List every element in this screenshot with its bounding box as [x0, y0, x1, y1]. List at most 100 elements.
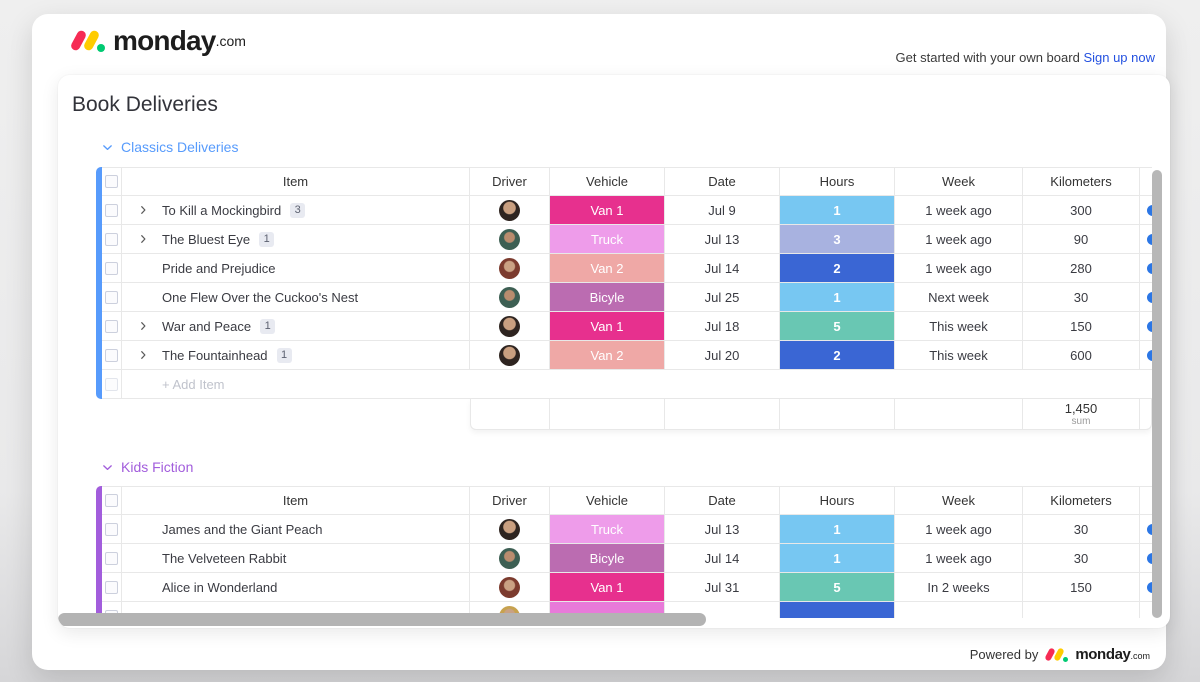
vehicle-cell[interactable]: Truck: [550, 515, 665, 543]
row-checkbox[interactable]: [105, 203, 118, 217]
row-checkbox[interactable]: [105, 290, 118, 304]
week-cell[interactable]: This week: [895, 341, 1023, 369]
select-all-checkbox[interactable]: [105, 175, 118, 188]
kilometers-cell[interactable]: [1023, 602, 1140, 618]
hours-cell[interactable]: 2: [780, 341, 895, 369]
date-cell[interactable]: Jul 25: [665, 283, 780, 311]
expand-chevron-icon[interactable]: [138, 321, 162, 331]
group-header-classics[interactable]: Classics Deliveries: [102, 139, 238, 155]
kilometers-cell[interactable]: 30: [1023, 544, 1140, 572]
column-header-item[interactable]: Item: [122, 168, 470, 195]
date-cell[interactable]: Jul 14: [665, 254, 780, 282]
column-header-date[interactable]: Date: [665, 168, 780, 195]
driver-cell[interactable]: [470, 515, 550, 543]
item-cell[interactable]: One Flew Over the Cuckoo's Nest: [122, 283, 470, 311]
hours-cell[interactable]: 1: [780, 544, 895, 572]
driver-cell[interactable]: [470, 312, 550, 340]
column-header-hours[interactable]: Hours: [780, 487, 895, 514]
column-header-kilometers[interactable]: Kilometers: [1023, 487, 1140, 514]
kilometers-cell[interactable]: 150: [1023, 312, 1140, 340]
horizontal-scrollbar[interactable]: [58, 613, 706, 626]
column-header-driver[interactable]: Driver: [470, 487, 550, 514]
item-cell[interactable]: To Kill a Mockingbird 3: [122, 196, 470, 224]
item-cell[interactable]: [122, 602, 470, 618]
driver-cell[interactable]: [470, 254, 550, 282]
column-header-hours[interactable]: Hours: [780, 168, 895, 195]
item-cell[interactable]: The Fountainhead 1: [122, 341, 470, 369]
column-header-week[interactable]: Week: [895, 487, 1023, 514]
week-cell[interactable]: 1 week ago: [895, 225, 1023, 253]
group-header-kids-fiction[interactable]: Kids Fiction: [102, 459, 193, 475]
row-checkbox[interactable]: [105, 319, 118, 333]
kilometers-cell[interactable]: 280: [1023, 254, 1140, 282]
date-cell[interactable]: Jul 9: [665, 196, 780, 224]
driver-cell[interactable]: [470, 341, 550, 369]
date-cell[interactable]: [665, 602, 780, 618]
hours-cell[interactable]: 1: [780, 283, 895, 311]
item-cell[interactable]: Pride and Prejudice: [122, 254, 470, 282]
column-header-driver[interactable]: Driver: [470, 168, 550, 195]
vehicle-cell[interactable]: Van 1: [550, 196, 665, 224]
kilometers-cell[interactable]: 600: [1023, 341, 1140, 369]
week-cell[interactable]: [895, 602, 1023, 618]
vehicle-cell[interactable]: Van 1: [550, 573, 665, 601]
kilometers-cell[interactable]: 90: [1023, 225, 1140, 253]
week-cell[interactable]: 1 week ago: [895, 254, 1023, 282]
row-checkbox[interactable]: [105, 580, 118, 594]
vehicle-cell[interactable]: Truck: [550, 225, 665, 253]
driver-cell[interactable]: [470, 573, 550, 601]
date-cell[interactable]: Jul 20: [665, 341, 780, 369]
week-cell[interactable]: 1 week ago: [895, 544, 1023, 572]
date-cell[interactable]: Jul 31: [665, 573, 780, 601]
driver-cell[interactable]: [470, 225, 550, 253]
vehicle-cell[interactable]: Van 2: [550, 341, 665, 369]
kilometers-cell[interactable]: 300: [1023, 196, 1140, 224]
row-checkbox[interactable]: [105, 261, 118, 275]
hours-cell[interactable]: 1: [780, 515, 895, 543]
date-cell[interactable]: Jul 18: [665, 312, 780, 340]
kilometers-cell[interactable]: 30: [1023, 515, 1140, 543]
week-cell[interactable]: This week: [895, 312, 1023, 340]
week-cell[interactable]: Next week: [895, 283, 1023, 311]
date-cell[interactable]: Jul 14: [665, 544, 780, 572]
date-cell[interactable]: Jul 13: [665, 225, 780, 253]
column-header-item[interactable]: Item: [122, 487, 470, 514]
expand-chevron-icon[interactable]: [138, 350, 162, 360]
driver-cell[interactable]: [470, 544, 550, 572]
column-header-week[interactable]: Week: [895, 168, 1023, 195]
powered-by-footer[interactable]: Powered by monday.com: [970, 646, 1150, 663]
vehicle-cell[interactable]: Van 1: [550, 312, 665, 340]
week-cell[interactable]: 1 week ago: [895, 196, 1023, 224]
add-item-button[interactable]: + Add Item: [162, 376, 225, 392]
item-cell[interactable]: The Velveteen Rabbit: [122, 544, 470, 572]
item-cell[interactable]: James and the Giant Peach: [122, 515, 470, 543]
expand-chevron-icon[interactable]: [138, 234, 162, 244]
week-cell[interactable]: In 2 weeks: [895, 573, 1023, 601]
hours-cell[interactable]: 1: [780, 196, 895, 224]
hours-cell[interactable]: 3: [780, 225, 895, 253]
row-checkbox[interactable]: [105, 348, 118, 362]
week-cell[interactable]: 1 week ago: [895, 515, 1023, 543]
column-header-vehicle[interactable]: Vehicle: [550, 487, 665, 514]
vehicle-cell[interactable]: Bicyle: [550, 544, 665, 572]
signup-link[interactable]: Sign up now: [1083, 50, 1155, 65]
item-cell[interactable]: War and Peace 1: [122, 312, 470, 340]
hours-cell[interactable]: 5: [780, 312, 895, 340]
kilometers-cell[interactable]: 30: [1023, 283, 1140, 311]
driver-cell[interactable]: [470, 283, 550, 311]
column-header-date[interactable]: Date: [665, 487, 780, 514]
hours-cell[interactable]: 5: [780, 573, 895, 601]
kilometers-cell[interactable]: 150: [1023, 573, 1140, 601]
row-checkbox[interactable]: [105, 522, 118, 536]
date-cell[interactable]: Jul 13: [665, 515, 780, 543]
row-checkbox[interactable]: [105, 232, 118, 246]
item-cell[interactable]: Alice in Wonderland: [122, 573, 470, 601]
select-all-checkbox[interactable]: [105, 494, 118, 507]
driver-cell[interactable]: [470, 196, 550, 224]
vehicle-cell[interactable]: Van 2: [550, 254, 665, 282]
column-header-vehicle[interactable]: Vehicle: [550, 168, 665, 195]
monday-logo[interactable]: monday .com: [69, 27, 246, 55]
row-checkbox[interactable]: [105, 377, 118, 391]
vehicle-cell[interactable]: Bicyle: [550, 283, 665, 311]
vertical-scrollbar[interactable]: [1152, 170, 1162, 618]
